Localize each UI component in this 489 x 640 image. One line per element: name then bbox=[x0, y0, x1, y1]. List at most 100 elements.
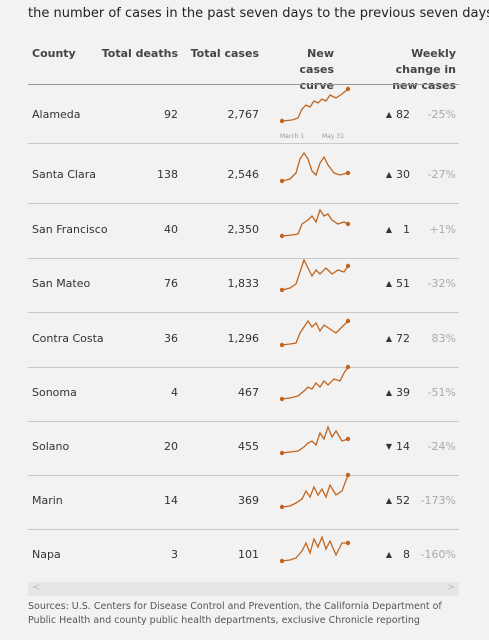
weekly-pct: -25% bbox=[427, 108, 456, 121]
source-note: Sources: U.S. Centers for Disease Contro… bbox=[28, 601, 442, 626]
county: Alameda bbox=[32, 108, 81, 121]
weekly-change: 52 bbox=[396, 494, 410, 507]
sparkline bbox=[280, 86, 351, 124]
deaths: 36 bbox=[164, 332, 178, 345]
sparkline-dot bbox=[280, 287, 285, 293]
sparkline-path bbox=[281, 425, 349, 454]
intro-text: the number of cases in the past seven da… bbox=[28, 6, 489, 21]
sparkline-dot bbox=[280, 178, 285, 184]
row-rule bbox=[28, 367, 459, 368]
weekly-change: 30 bbox=[396, 168, 410, 181]
sparkline bbox=[280, 318, 351, 348]
weekly-change: 51 bbox=[396, 277, 410, 290]
sparkline-path bbox=[281, 151, 349, 182]
header-change: Weekly change in new cases bbox=[392, 47, 456, 92]
scroll-left[interactable]: < bbox=[32, 582, 41, 593]
deaths: 4 bbox=[171, 386, 178, 399]
curve-start-label: March 1 bbox=[280, 133, 305, 140]
header-deaths: Total deaths bbox=[101, 47, 178, 60]
direction-arrow: ▲ bbox=[385, 496, 392, 505]
county: Marin bbox=[32, 494, 63, 507]
weekly-pct: -51% bbox=[427, 386, 456, 399]
weekly-pct: -27% bbox=[427, 168, 456, 181]
sparkline-dot bbox=[280, 233, 285, 239]
deaths: 92 bbox=[164, 108, 178, 121]
sparkline-path bbox=[281, 208, 349, 237]
sparkline-dot bbox=[345, 472, 351, 478]
sparkline-path bbox=[281, 535, 348, 562]
weekly-change: 1 bbox=[403, 223, 410, 236]
county: San Francisco bbox=[32, 223, 108, 236]
direction-arrow: ▲ bbox=[385, 225, 392, 234]
deaths: 20 bbox=[164, 440, 178, 453]
row-rule bbox=[28, 258, 459, 259]
cases: 455 bbox=[238, 440, 259, 453]
direction-arrow: ▼ bbox=[385, 442, 392, 451]
direction-arrow: ▲ bbox=[385, 279, 392, 288]
sparkline-dot bbox=[345, 540, 351, 546]
sparkline bbox=[280, 208, 351, 239]
weekly-pct: +1% bbox=[429, 223, 456, 236]
cases: 2,350 bbox=[227, 223, 260, 236]
curve-end-label: May 31 bbox=[322, 133, 344, 140]
header-county: County bbox=[32, 47, 76, 60]
weekly-pct: -173% bbox=[420, 494, 456, 507]
deaths: 40 bbox=[164, 223, 178, 236]
direction-arrow: ▲ bbox=[385, 550, 392, 559]
sparkline-path bbox=[281, 319, 349, 346]
sparkline-dot bbox=[280, 118, 285, 124]
county: San Mateo bbox=[32, 277, 91, 290]
sparkline bbox=[280, 425, 351, 456]
direction-arrow: ▲ bbox=[385, 170, 392, 179]
scroll-right[interactable]: > bbox=[446, 582, 455, 593]
header-curve: New cases curve bbox=[299, 47, 335, 92]
deaths: 14 bbox=[164, 494, 178, 507]
county: Napa bbox=[32, 548, 61, 561]
row-rule bbox=[28, 421, 459, 422]
row-rule bbox=[28, 312, 459, 313]
row-rule bbox=[28, 529, 459, 530]
weekly-change: 72 bbox=[396, 332, 410, 345]
sparkline-dot bbox=[345, 170, 351, 176]
cases: 369 bbox=[238, 494, 259, 507]
sparkline-dot bbox=[280, 558, 285, 564]
weekly-pct: -24% bbox=[427, 440, 456, 453]
sparkline-dot bbox=[345, 263, 351, 269]
county: Solano bbox=[32, 440, 70, 453]
sparkline bbox=[280, 535, 351, 564]
deaths: 76 bbox=[164, 277, 178, 290]
sparkline-dot bbox=[280, 396, 285, 402]
sparkline-path bbox=[281, 258, 349, 291]
cases: 467 bbox=[238, 386, 259, 399]
row-rule bbox=[28, 203, 459, 204]
sparkline-dot bbox=[280, 450, 285, 456]
weekly-pct: 83% bbox=[431, 332, 456, 345]
header-rule bbox=[28, 84, 459, 85]
sparkline-path bbox=[281, 474, 349, 508]
sparkline-dot bbox=[345, 86, 351, 92]
county: Sonoma bbox=[32, 386, 77, 399]
row-rule bbox=[28, 143, 459, 144]
row-rule bbox=[28, 475, 459, 476]
cases: 2,767 bbox=[227, 108, 260, 121]
sparkline bbox=[280, 258, 351, 293]
weekly-pct: -32% bbox=[427, 277, 456, 290]
weekly-pct: -160% bbox=[420, 548, 456, 561]
sparkline-dot bbox=[345, 318, 351, 324]
direction-arrow: ▲ bbox=[385, 110, 392, 119]
weekly-change: 82 bbox=[396, 108, 410, 121]
direction-arrow: ▲ bbox=[385, 334, 392, 343]
sparkline-dot bbox=[345, 436, 351, 442]
deaths: 138 bbox=[157, 168, 178, 181]
scrollbar[interactable]: < > bbox=[28, 582, 459, 596]
weekly-change: 14 bbox=[396, 440, 410, 453]
cases: 1,833 bbox=[227, 277, 260, 290]
sparkline-dot bbox=[345, 221, 351, 227]
sparkline-dot bbox=[280, 504, 285, 510]
sparkline bbox=[280, 364, 351, 402]
header-cases: Total cases bbox=[190, 47, 259, 60]
sparkline bbox=[280, 472, 351, 510]
deaths: 3 bbox=[171, 548, 178, 561]
sparkline-path bbox=[281, 88, 349, 122]
